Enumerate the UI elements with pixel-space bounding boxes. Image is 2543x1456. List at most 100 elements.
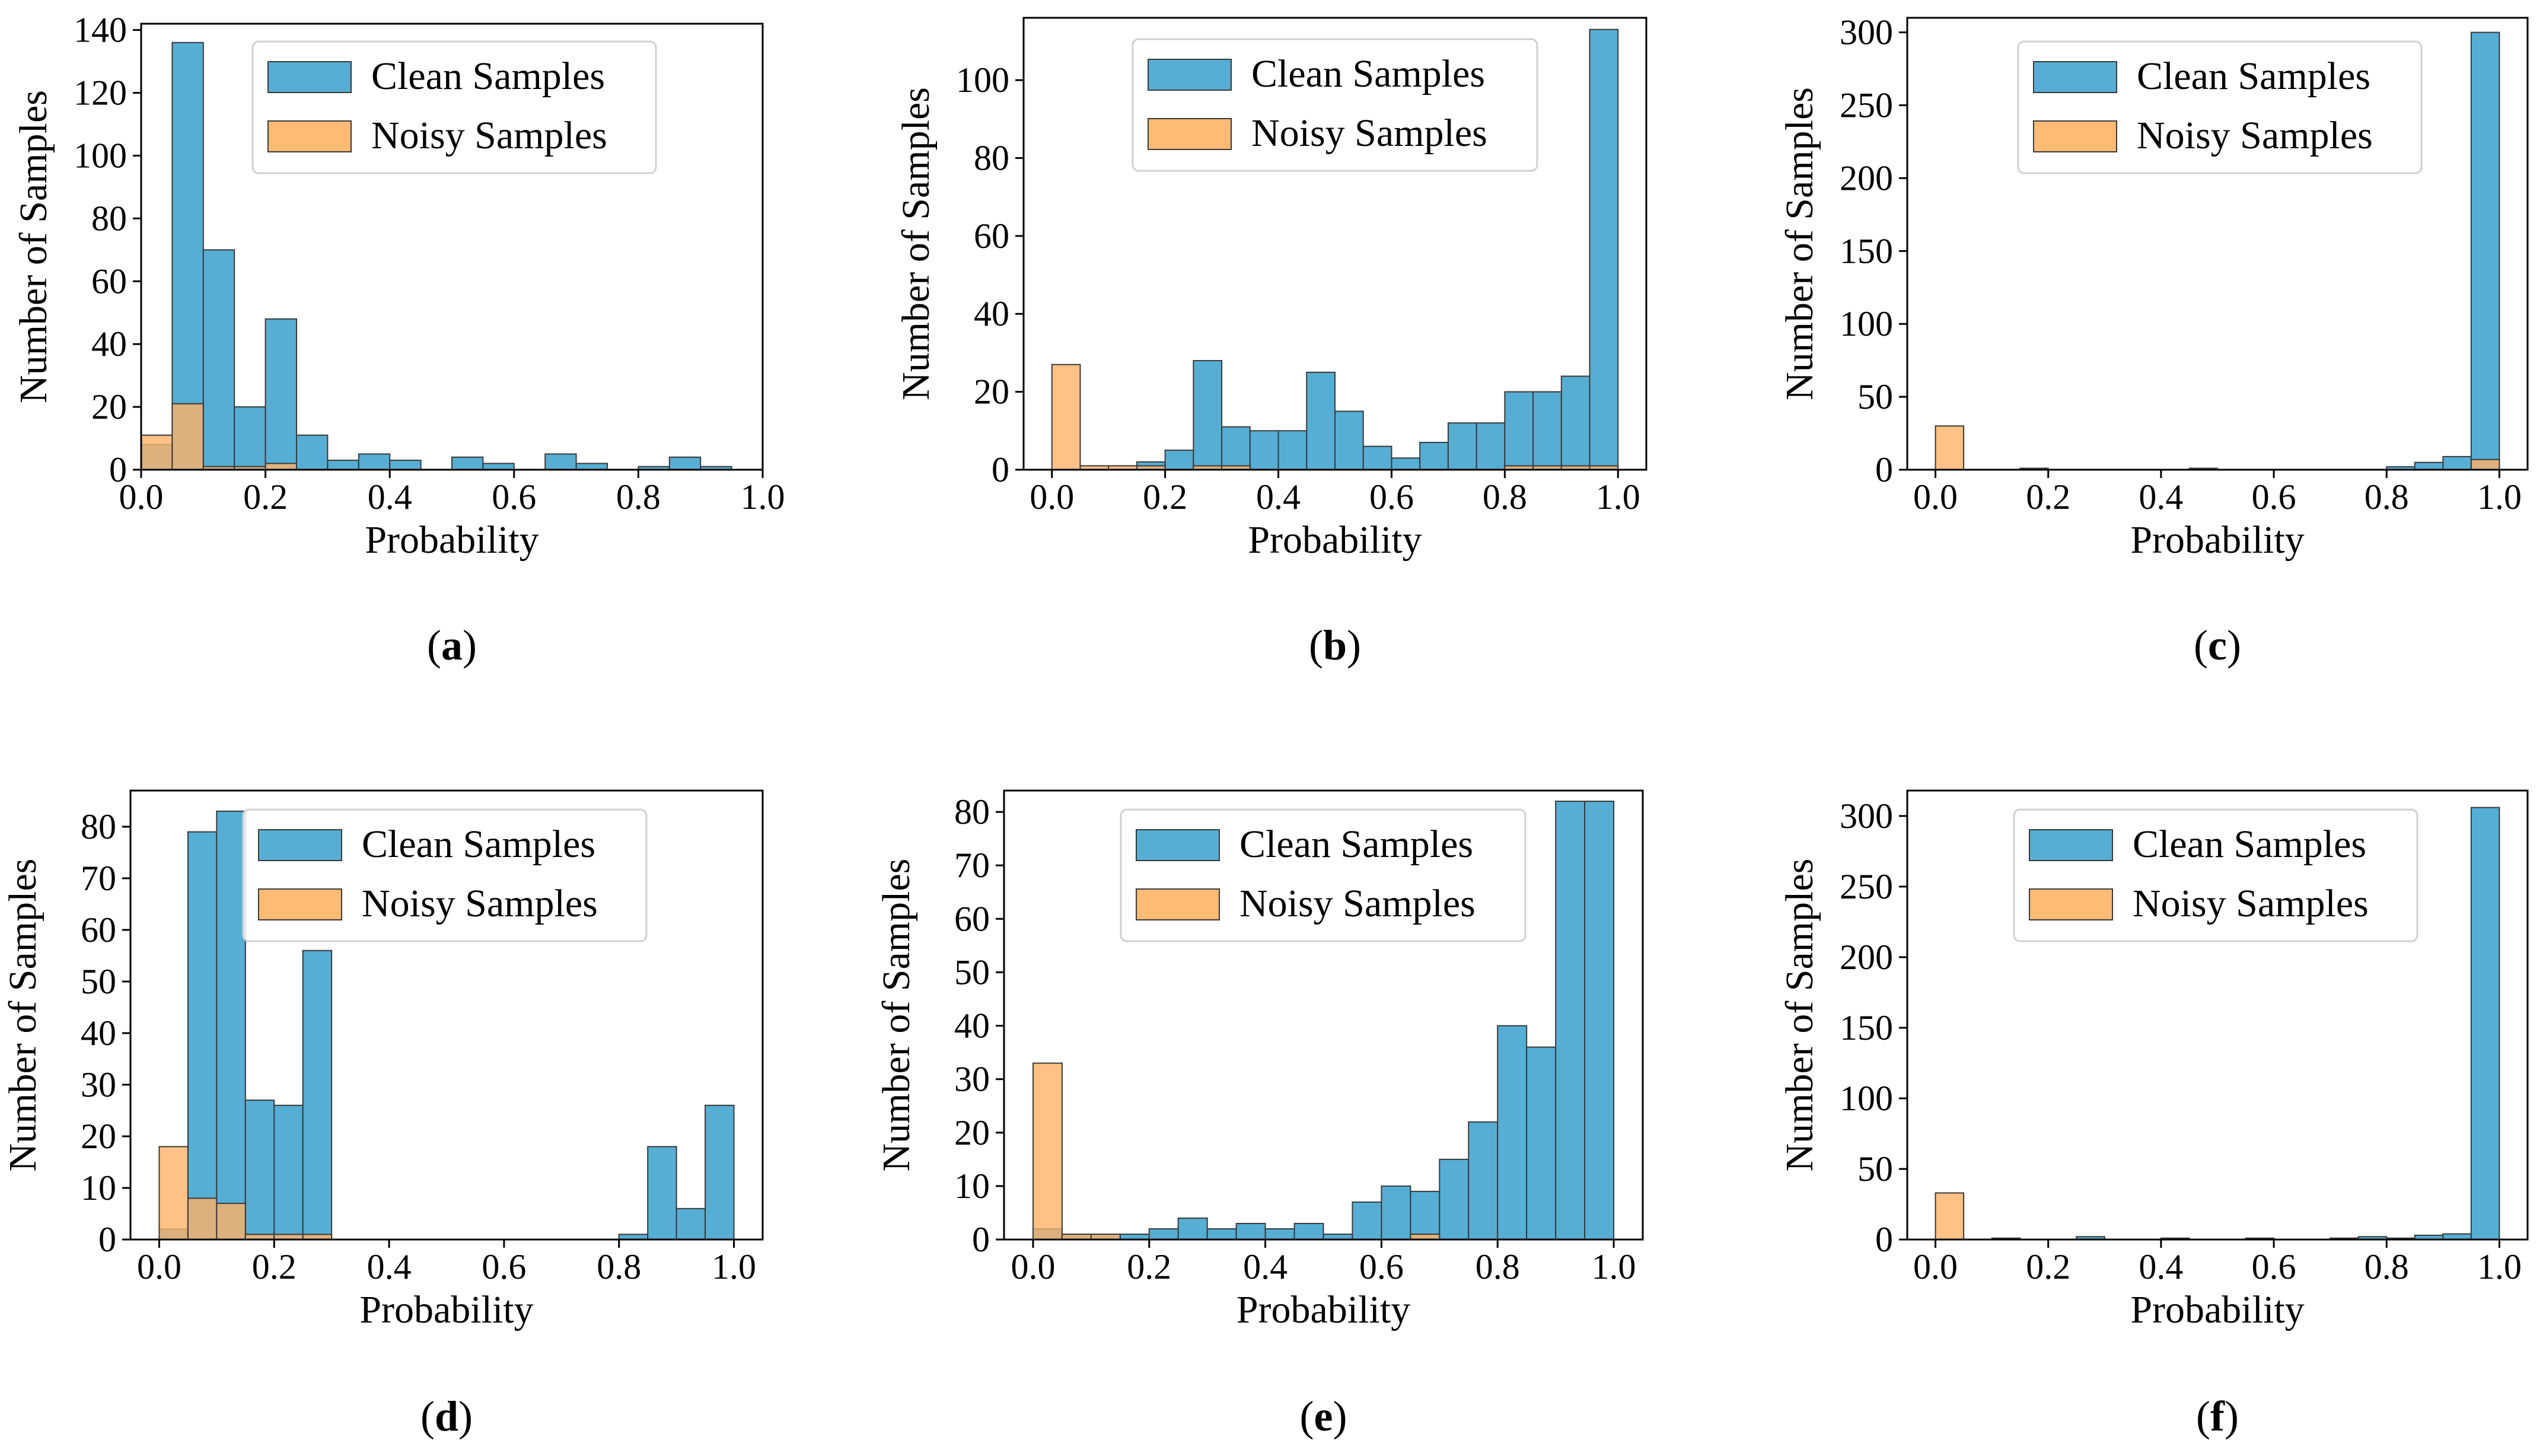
noisy-series [1935,1192,1965,1240]
subfigure-caption: (f) [2196,1393,2239,1440]
y-tick-label: 60 [954,899,990,938]
clean-bar-7 [358,453,391,470]
x-tick-label: 0.2 [1127,1247,1171,1286]
y-tick-label: 250 [1840,85,1893,125]
legend-swatch-noisy [1136,888,1220,920]
legend-box [1120,808,1527,942]
x-tick-label: 0.0 [1011,1247,1055,1286]
x-tick-label: 0.8 [2364,1247,2409,1286]
legend: Clean Samples Noisy Samples [251,40,657,174]
legend-label-noisy: Noisy Samples [1251,111,1487,155]
y-tick-label: 70 [954,846,990,885]
x-tick-label: 0.2 [243,477,288,517]
x-tick-label: 0.8 [616,477,661,517]
legend-swatch-clean [1148,59,1232,91]
clean-bar-17 [668,456,702,470]
legend-swatch-noisy [1148,118,1232,150]
clean-bar-18 [1560,375,1591,471]
legend-swatch-noisy [2033,120,2117,152]
clean-bar-8 [1264,1228,1295,1240]
x-tick-label: 1.0 [741,477,785,517]
clean-bar-6 [327,460,359,470]
legend-box [251,40,657,174]
x-tick-label: 0.6 [1369,477,1414,517]
noisy-bar-19 [2470,458,2500,470]
clean-bar-8 [1277,430,1308,471]
clean-bar-2 [202,249,235,470]
clean-bar-4 [273,1104,304,1241]
y-tick-label: 80 [954,792,990,831]
x-tick-label: 0.0 [1913,477,1958,517]
y-tick-label: 150 [1840,1008,1893,1047]
y-tick-label: 60 [91,262,127,301]
clean-bar-5 [296,434,329,470]
y-tick-label: 0 [1875,1220,1893,1259]
clean-bar-7 [1249,430,1279,471]
x-axis-label: Probability [359,1288,533,1331]
x-axis-label: Probability [2130,1288,2304,1331]
clean-bar-17 [1526,1046,1557,1240]
legend: Clean Samples Noisy Samples [1120,808,1527,942]
x-axis-label: Probability [1237,1288,1410,1331]
legend-label-clean: Clean Samples [362,823,595,866]
y-tick-label: 50 [954,952,990,992]
y-tick-label: 100 [74,136,127,175]
x-tick-label: 0.6 [492,477,536,517]
x-tick-label: 1.0 [2477,1247,2522,1286]
y-tick-label: 60 [81,910,116,950]
legend-swatch-clean [2033,61,2117,93]
clean-bar-14 [575,463,608,470]
clean-bar-3 [244,1100,275,1240]
subfigure-caption: (d) [420,1393,473,1440]
y-tick-label: 10 [954,1167,990,1206]
x-tick-label: 0.4 [368,477,412,517]
clean-bar-6 [1206,1228,1237,1240]
legend-swatch-clean [2029,829,2113,861]
y-tick-label: 70 [81,859,116,898]
noisy-bar-4 [265,463,298,470]
axes-frame [1906,789,2529,1241]
clean-bar-4 [1164,450,1194,470]
clean-bar-18 [675,1208,706,1240]
noisy-bar-0 [158,1146,189,1240]
clean-bar-14 [1439,1158,1470,1240]
clean-bar-10 [1334,410,1364,470]
y-tick-label: 0 [109,450,127,489]
legend: Clean Samples Noisy Samples [242,808,648,942]
clean-series [158,810,735,1241]
legend-box [2017,40,2423,174]
x-tick-label: 0.0 [1030,477,1074,517]
axes-frame [129,789,764,1241]
clean-bar-7 [1235,1222,1266,1241]
noisy-bar-0 [141,434,173,470]
legend-label-clean: Clean Samples [371,55,605,98]
y-tick-label: 200 [1840,158,1893,197]
noisy-bar-2 [216,1203,246,1240]
y-tick-label: 80 [974,138,1009,177]
y-tick-label: 50 [81,962,116,1001]
clean-bar-18 [2442,455,2472,471]
y-tick-label: 60 [974,216,1009,256]
clean-bar-2 [216,810,246,1240]
legend-box [242,808,648,942]
clean-bar-1 [187,831,218,1241]
clean-bar-13 [1419,442,1449,470]
legend-label-clean: Clean Samples [2137,55,2370,98]
clean-bar-19 [2470,31,2500,471]
x-tick-label: 1.0 [1596,477,1640,517]
clean-bar-16 [1497,1025,1528,1240]
legend: Clean Samples Noisy Samples [1132,38,1538,172]
x-tick-label: 0.4 [2139,1247,2183,1286]
legend-box [1132,38,1538,172]
clean-bar-18 [1555,801,1586,1240]
clean-bar-16 [1504,391,1534,470]
y-tick-label: 20 [954,1113,990,1152]
clean-bar-10 [451,456,484,470]
y-tick-label: 250 [1840,867,1893,906]
axes-frame [1906,17,2529,471]
clean-bar-8 [389,460,422,470]
y-axis-label: Number of Samples [12,90,55,403]
clean-bar-19 [2470,807,2500,1240]
clean-bar-5 [1193,360,1223,470]
x-tick-label: 0.8 [1476,1247,1520,1286]
